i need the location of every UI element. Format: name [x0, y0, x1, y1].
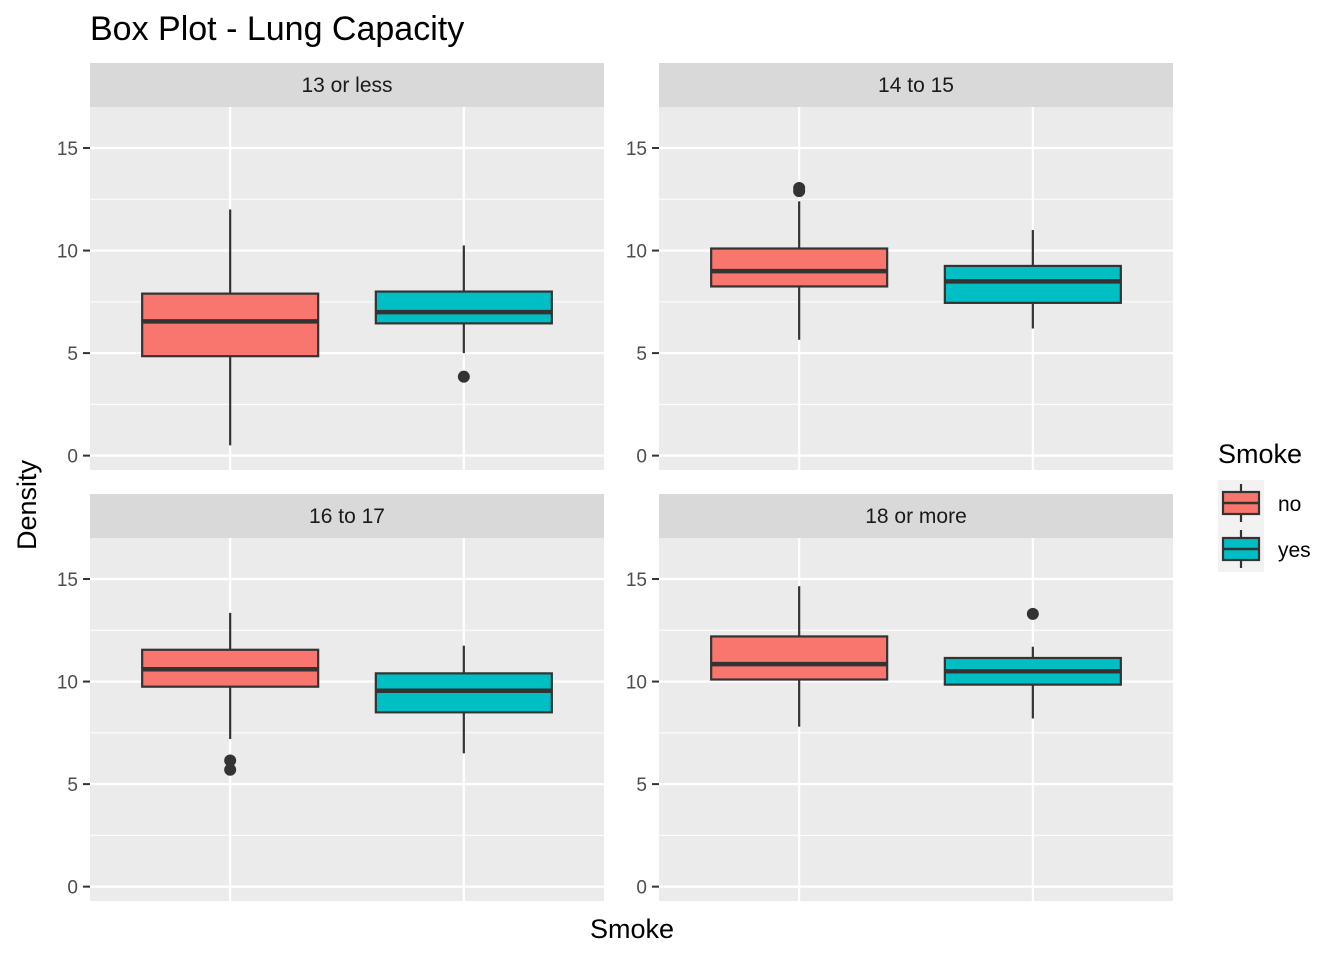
- box-iqr: [943, 264, 1122, 304]
- facet-strip: [659, 63, 1173, 107]
- facet-strip: [659, 494, 1173, 538]
- legend-key-yes: yes: [1218, 526, 1311, 572]
- box-yes: [374, 645, 553, 754]
- facet-strip-label: 13 or less: [301, 74, 392, 97]
- box-iqr: [710, 635, 889, 681]
- facet-strip-label: 16 to 17: [309, 505, 385, 528]
- facet-strip-label: 18 or more: [865, 505, 967, 528]
- panel-background: [90, 538, 604, 901]
- box-yes: [943, 607, 1122, 719]
- facet-panel-1: 13 or less 0 5 10 15: [57, 63, 604, 470]
- outlier-point: [224, 763, 237, 776]
- x-axis-title: Smoke: [590, 914, 674, 944]
- box-iqr: [374, 290, 553, 325]
- facet-strip: [90, 494, 604, 538]
- facet-strip: [90, 63, 604, 107]
- facet-panel-2: 14 to 15 0 5 10 15: [626, 63, 1173, 470]
- y-axis-title: Density: [12, 459, 42, 550]
- y-tick-label: 5: [67, 775, 78, 796]
- outlier-point: [1026, 607, 1039, 620]
- box-yes: [374, 245, 553, 383]
- legend-label-no: no: [1278, 493, 1301, 516]
- legend-label-yes: yes: [1278, 539, 1311, 562]
- facet-panel-3: 16 to 17 0 5 10 15: [57, 494, 604, 901]
- y-tick-label: 10: [57, 673, 78, 694]
- y-tick-label: 0: [636, 878, 647, 899]
- y-tick-label: 5: [636, 344, 647, 365]
- y-tick-label: 15: [57, 139, 78, 160]
- box-iqr: [141, 292, 320, 358]
- box-no: [141, 209, 320, 446]
- panel-background: [659, 538, 1173, 901]
- y-tick-label: 5: [636, 775, 647, 796]
- panel-background: [90, 107, 604, 470]
- y-tick-label: 15: [626, 570, 647, 591]
- y-tick-label: 0: [636, 447, 647, 468]
- outlier-point: [793, 182, 806, 195]
- facet-panel-4: 18 or more 0 5 10 15: [626, 494, 1173, 901]
- y-tick-label: 15: [57, 570, 78, 591]
- y-tick-label: 0: [67, 878, 78, 899]
- y-tick-label: 10: [626, 242, 647, 263]
- outlier-point: [457, 370, 470, 383]
- legend-key-no: no: [1218, 480, 1301, 526]
- box-yes: [943, 230, 1122, 329]
- y-tick-label: 15: [626, 139, 647, 160]
- y-tick-label: 10: [626, 673, 647, 694]
- box-no: [710, 182, 889, 340]
- box-no: [710, 586, 889, 727]
- box-no: [141, 612, 320, 776]
- box-iqr: [710, 247, 889, 288]
- chart-title: Box Plot - Lung Capacity: [90, 10, 465, 48]
- legend: Smoke no yes: [1218, 439, 1311, 572]
- y-tick-label: 0: [67, 447, 78, 468]
- y-tick-label: 5: [67, 344, 78, 365]
- legend-title: Smoke: [1218, 439, 1302, 469]
- y-tick-label: 10: [57, 242, 78, 263]
- outlier-point: [224, 754, 237, 767]
- facet-strip-label: 14 to 15: [878, 74, 954, 97]
